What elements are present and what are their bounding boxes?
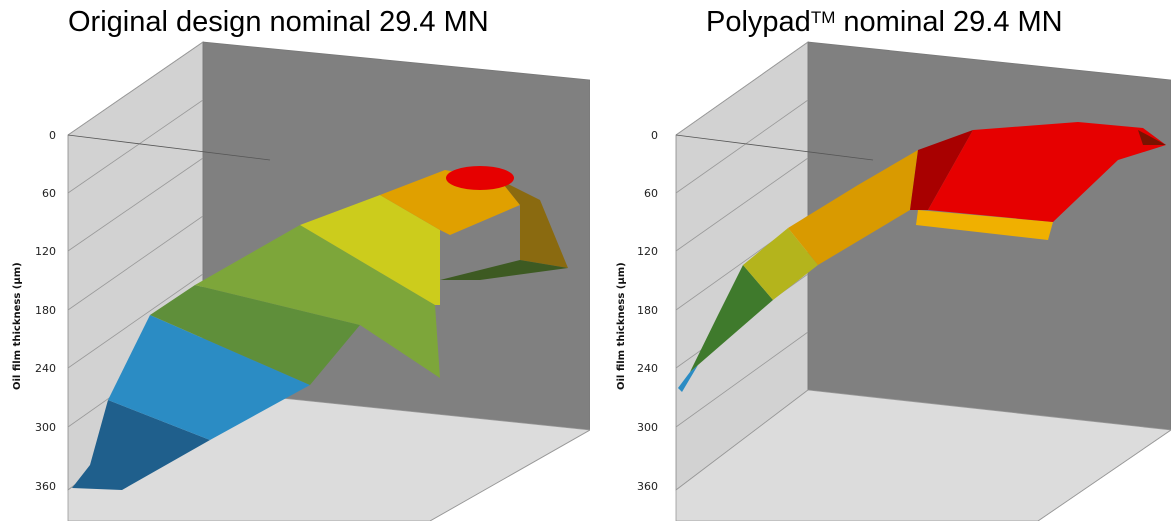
y-tick-labels: 0 60 120 180 240 300 360 [35,129,56,493]
band-red [928,122,1166,222]
band-blue [108,315,310,440]
band-red-edge [1138,130,1166,145]
band-orange-light [916,210,1053,240]
chart-left: Original design nominal 29.4 MN 0 60 120… [12,6,590,521]
y-tick-300: 300 [637,421,658,434]
gridlines [675,41,1171,521]
band-red-dark [910,130,973,210]
chart-title-left: Original design nominal 29.4 MN [68,6,489,38]
y-tick-60: 60 [42,187,56,200]
y-tick-60: 60 [644,187,658,200]
y-tick-labels: 0 60 120 180 240 300 360 [637,129,658,493]
title-polypad: Polypad [706,6,811,38]
surface-left [72,166,568,490]
y-tick-180: 180 [637,304,658,317]
surface-plot-left: 0 60 120 180 240 300 360 Oil film thickn… [12,41,590,521]
y-tick-360: 360 [35,480,56,493]
y-tick-180: 180 [35,304,56,317]
surface-plot-right: 0 60 120 180 240 300 360 Oil film thickn… [616,41,1171,521]
y-tick-120: 120 [35,245,56,258]
chart-title-right: PolypadTM nominal 29.4 MN [706,6,1063,39]
band-green [690,265,773,372]
title-tm: TM [810,8,836,27]
y-axis-label: Oil film thickness (μm) [616,262,627,390]
band-orange [788,150,918,265]
band-yellow [300,195,440,305]
y-axis-label: Oil film thickness (μm) [12,262,23,390]
chart-right: PolypadTM nominal 29.4 MN 0 60 120 180 2… [598,0,1171,521]
band-green [195,225,440,378]
y-tick-0: 0 [651,129,658,142]
title-suffix: nominal 29.4 MN [835,6,1063,38]
y-tick-120: 120 [637,245,658,258]
band-green-left [150,285,360,385]
band-dark-blue [72,400,210,490]
band-yellow [743,228,818,300]
surface-right [678,122,1166,392]
band-red [446,166,514,190]
band-dark-green [440,260,568,280]
band-orange-dark [500,180,568,268]
y-tick-0: 0 [49,129,56,142]
band-blue [678,365,698,392]
y-tick-300: 300 [35,421,56,434]
y-tick-360: 360 [637,480,658,493]
y-tick-240: 240 [35,362,56,375]
y-tick-240: 240 [637,362,658,375]
